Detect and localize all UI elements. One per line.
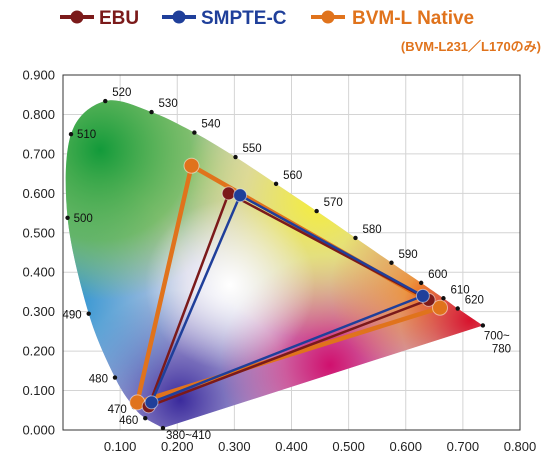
wavelength-dot xyxy=(314,208,319,214)
y-tick-label: 0.500 xyxy=(22,225,55,240)
legend: EBU SMPTE-C BVM-L Native (BVM-L231／L170の… xyxy=(60,8,541,54)
wavelength-dot xyxy=(149,109,154,115)
y-tick-label: 0.300 xyxy=(22,304,55,319)
wavelength-label: 570 xyxy=(324,197,343,209)
plot-frame xyxy=(62,74,521,431)
wavelength-label: 490 xyxy=(63,310,82,322)
legend-marker-bvm-l-native xyxy=(321,10,335,24)
primary-point-smpte-c xyxy=(233,188,248,203)
legend-label-bvm-l-native: BVM-L Native xyxy=(352,8,474,29)
primary-point-smpte-c xyxy=(144,395,159,410)
wavelength-label: 600 xyxy=(428,269,447,281)
y-tick-label: 0.600 xyxy=(22,186,55,201)
wavelength-dot xyxy=(103,98,108,104)
wavelength-dot xyxy=(192,130,197,135)
wavelength-label: 530 xyxy=(159,98,178,110)
wavelength-label: 480 xyxy=(89,374,108,386)
wavelength-label: 580 xyxy=(362,224,381,236)
gamut-triangle-ebu xyxy=(147,192,430,408)
wavelength-label: 560 xyxy=(283,170,302,182)
legend-item-ebu: EBU xyxy=(60,8,139,29)
wavelength-dot xyxy=(143,415,148,421)
wavelength-label: 500 xyxy=(74,213,93,225)
wavelength-label: 540 xyxy=(201,119,220,131)
y-tick-label: 0.700 xyxy=(22,146,55,161)
wavelength-dot xyxy=(480,323,486,328)
legend-marker-ebu xyxy=(70,10,84,24)
legend-label-smpte-c: SMPTE-C xyxy=(201,8,287,29)
legend-note-bvm-l-native: (BVM-L231／L170のみ) xyxy=(401,39,541,54)
x-tick-label: 0.700 xyxy=(447,439,480,454)
x-tick-label: 0.300 xyxy=(218,439,251,454)
wavelength-label: 700~ 780 xyxy=(484,330,511,355)
wavelength-dot xyxy=(233,154,238,160)
y-tick-label: 0.900 xyxy=(22,68,55,83)
y-tick-label: 0.400 xyxy=(22,265,55,280)
wavelength-dot xyxy=(160,425,166,431)
x-tick-label: 0.400 xyxy=(275,439,308,454)
legend-item-smpte-c: SMPTE-C xyxy=(162,8,287,29)
x-tick-label: 0.100 xyxy=(104,439,137,454)
wavelength-label: 520 xyxy=(112,87,131,99)
primary-point-bvm-l-native xyxy=(183,157,200,174)
wavelength-label: 620 xyxy=(465,295,484,307)
y-tick-label: 0.100 xyxy=(22,383,55,398)
y-tick-label: 0.800 xyxy=(22,107,55,122)
primary-point-smpte-c xyxy=(415,288,430,303)
wavelength-dot xyxy=(273,181,279,187)
gamut-triangle-smpte-c xyxy=(150,194,425,404)
wavelength-dot xyxy=(353,235,358,241)
wavelength-label: 470 xyxy=(108,404,127,416)
wavelength-dot xyxy=(112,375,118,380)
wavelength-dot xyxy=(441,296,446,301)
wavelength-label: 590 xyxy=(398,249,417,261)
wavelength-dot xyxy=(455,306,460,311)
x-tick-label: 0.600 xyxy=(389,439,422,454)
primary-point-ebu xyxy=(221,186,236,201)
wavelength-dot xyxy=(389,260,394,265)
y-tick-label: 0.200 xyxy=(22,344,55,359)
axis-ticks: 0.100 0.200 0.300 0.400 0.500 0.600 0.700 0.800… xyxy=(22,68,536,455)
x-tick-label: 0.500 xyxy=(332,439,365,454)
wavelength-dot xyxy=(418,280,424,286)
wavelength-dot xyxy=(65,215,70,220)
wavelength-label: 510 xyxy=(77,129,96,141)
wavelength-dot xyxy=(86,311,91,316)
x-tick-label: 0.800 xyxy=(504,439,537,454)
legend-label-ebu: EBU xyxy=(99,8,139,29)
wavelength-dot xyxy=(68,131,74,137)
wavelength-label: 550 xyxy=(243,143,262,155)
legend-marker-smpte-c xyxy=(172,10,186,24)
wavelength-label: 380~410 xyxy=(166,430,211,442)
primary-point-bvm-l-native xyxy=(432,299,449,316)
gamut-triangles xyxy=(129,157,449,414)
wavelength-label: 460 xyxy=(119,415,138,427)
wavelength-label: 610 xyxy=(450,284,469,296)
x-tick-label: 0.200 xyxy=(161,439,194,454)
legend-item-bvm-l-native: BVM-L Native (BVM-L231／L170のみ) xyxy=(311,8,541,54)
y-tick-label: 0.000 xyxy=(22,423,55,438)
